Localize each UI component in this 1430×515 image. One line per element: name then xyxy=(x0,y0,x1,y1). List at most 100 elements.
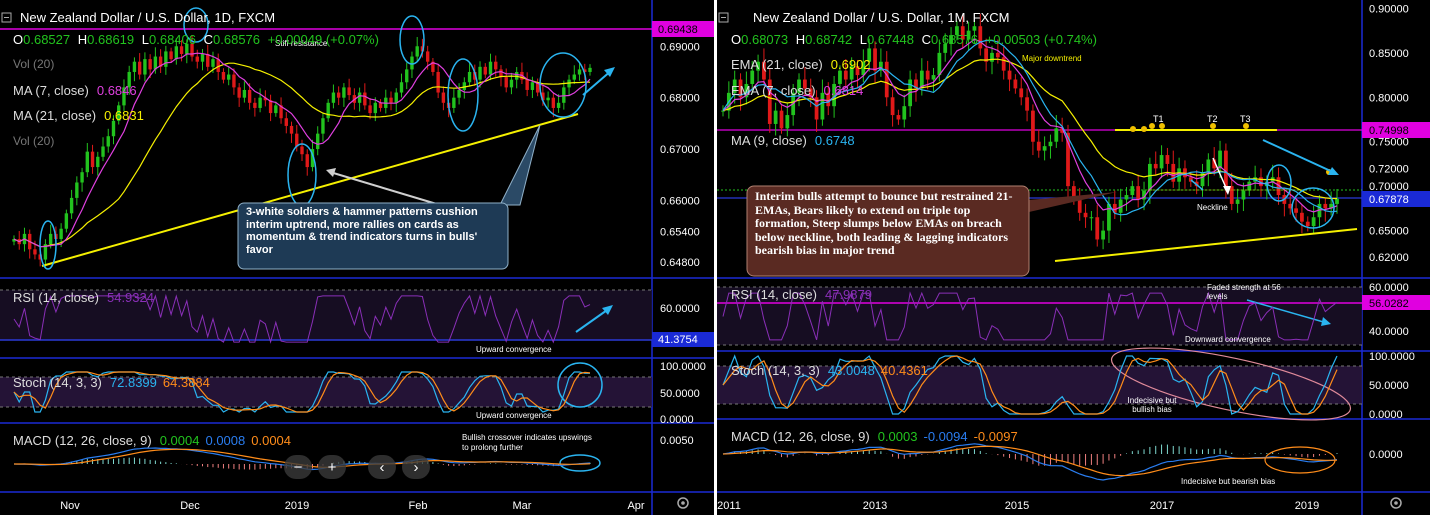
candle-body xyxy=(849,66,854,80)
candle-body xyxy=(1007,70,1012,80)
monthly-chart-panel[interactable]: 0.74998 0.67878 56.0282 xyxy=(717,0,1430,515)
callout-text: Interim bulls attempt to bounce but rest… xyxy=(755,190,1013,257)
indicator-ema7: EMA (7, close) 0.6814 xyxy=(731,83,863,98)
gear-icon[interactable] xyxy=(677,497,689,509)
candle-body xyxy=(1001,57,1006,71)
indicator-vol-2: Vol (20) xyxy=(13,134,54,148)
candle-body xyxy=(279,105,283,119)
candle-body xyxy=(153,56,158,70)
gear-icon[interactable] xyxy=(1390,497,1402,509)
candle-body xyxy=(814,97,819,120)
candle-body xyxy=(431,61,435,72)
macd-label: MACD (12, 26, close, 9) 0.0004 0.0008 0.000… xyxy=(13,433,291,448)
candle-body xyxy=(185,43,189,54)
candle-body xyxy=(274,105,278,114)
neck-arrowhead xyxy=(1223,186,1231,195)
candle-body xyxy=(122,87,126,106)
candle-body xyxy=(111,120,116,137)
candle-body xyxy=(902,106,907,120)
rsi-label: RSI (14, close) 54.9324 xyxy=(13,290,154,305)
time-tick-label: 2017 xyxy=(1150,500,1174,512)
price-tick-label: 0.90000 xyxy=(1369,3,1409,15)
candle-body xyxy=(509,79,514,88)
top-marker xyxy=(1243,123,1249,129)
collapse-icon[interactable] xyxy=(1,12,12,23)
candle-body xyxy=(838,70,842,84)
downtrend-arrow xyxy=(1262,139,1336,174)
candle-body xyxy=(919,70,924,89)
candle-body xyxy=(190,43,194,57)
time-tick-label: 2013 xyxy=(863,500,887,512)
monthly-chart-svg[interactable]: 0.74998 0.67878 56.0282 xyxy=(717,0,1430,515)
candle-body xyxy=(284,118,288,126)
neckline-label: Neckline xyxy=(1197,203,1228,212)
candle-body xyxy=(978,26,983,49)
candle-body xyxy=(890,97,895,116)
candle-body xyxy=(106,136,110,147)
scroll-left-button[interactable] xyxy=(368,455,396,479)
pattern-ellipse xyxy=(1291,187,1335,229)
stoch-tick-0: 0.0000 xyxy=(1369,409,1403,421)
scroll-right-button[interactable] xyxy=(402,455,430,479)
candle-body xyxy=(211,59,215,67)
candle-body xyxy=(237,87,241,98)
candle-body xyxy=(562,87,566,103)
candle-body xyxy=(117,105,121,121)
price-tag-neck-label: 0.67878 xyxy=(1369,194,1409,206)
time-tick-label: Nov xyxy=(60,500,80,512)
candle-body xyxy=(59,228,63,240)
candle-body xyxy=(779,110,784,129)
candle-body xyxy=(499,69,503,78)
candle-body xyxy=(1031,110,1035,142)
candle-body xyxy=(310,149,315,168)
candle-body xyxy=(577,69,582,75)
candle-body xyxy=(405,69,409,83)
candle-body xyxy=(425,51,430,62)
candle-body xyxy=(452,97,456,108)
candle-body xyxy=(1229,186,1234,204)
candle-body xyxy=(33,249,37,255)
candle-body xyxy=(200,53,205,62)
candle-body xyxy=(483,66,487,75)
candle-body xyxy=(896,115,901,120)
candle-body xyxy=(914,79,918,89)
ohlc-l-label: L xyxy=(860,32,867,47)
daily-chart-svg[interactable]: 0.69438 41.3754 3-whi xyxy=(0,0,714,515)
daily-chart-panel[interactable]: 0.69438 41.3754 3-whi xyxy=(0,0,714,515)
rsi-tag-label: 56.0282 xyxy=(1369,298,1409,310)
price-tick-label: 0.62000 xyxy=(1369,252,1409,264)
stoch-d-line xyxy=(722,355,1338,415)
callout-pointer xyxy=(1029,192,1117,212)
ohlc-o: 0.68527 xyxy=(23,32,70,47)
candle-body xyxy=(1071,186,1076,200)
candle-body xyxy=(1025,97,1029,111)
macd-label: MACD (12, 26, close, 9) 0.0003 -0.0094 -0.0… xyxy=(731,429,1018,444)
candle-body xyxy=(80,172,84,183)
stoch-tick-50: 50.0000 xyxy=(1369,380,1409,392)
zoom-controls: − + ‹ › xyxy=(284,455,430,479)
price-tag-neck xyxy=(1362,191,1430,207)
callout-text: 3-white soldiers & hammer patterns cushi… xyxy=(246,206,478,256)
collapse-icon[interactable] xyxy=(718,12,729,23)
candle-body xyxy=(169,51,173,60)
candle-body xyxy=(326,102,330,119)
candle-body xyxy=(1218,150,1222,169)
rsi-note: Downward convergence xyxy=(1185,335,1271,344)
candle-body xyxy=(530,82,535,90)
candle-body xyxy=(195,56,199,62)
zoom-in-button[interactable] xyxy=(318,455,346,479)
macd-tick: 0.0000 xyxy=(1369,449,1403,461)
candle-body xyxy=(879,61,883,71)
chevron-right-icon: › xyxy=(414,459,419,476)
candle-body xyxy=(855,66,860,76)
indicator-ma9: MA (9, close) 0.6748 xyxy=(731,133,855,148)
zoom-out-button[interactable] xyxy=(284,455,312,479)
candle-body xyxy=(867,48,872,62)
candle-body xyxy=(738,79,743,98)
time-tick-label: 2019 xyxy=(1295,500,1319,512)
candle-body xyxy=(1060,128,1065,133)
candle-body xyxy=(289,125,294,134)
rsi-line xyxy=(13,293,591,344)
rsi-tick-40: 40.0000 xyxy=(1369,326,1409,338)
top-marker xyxy=(1210,123,1216,129)
